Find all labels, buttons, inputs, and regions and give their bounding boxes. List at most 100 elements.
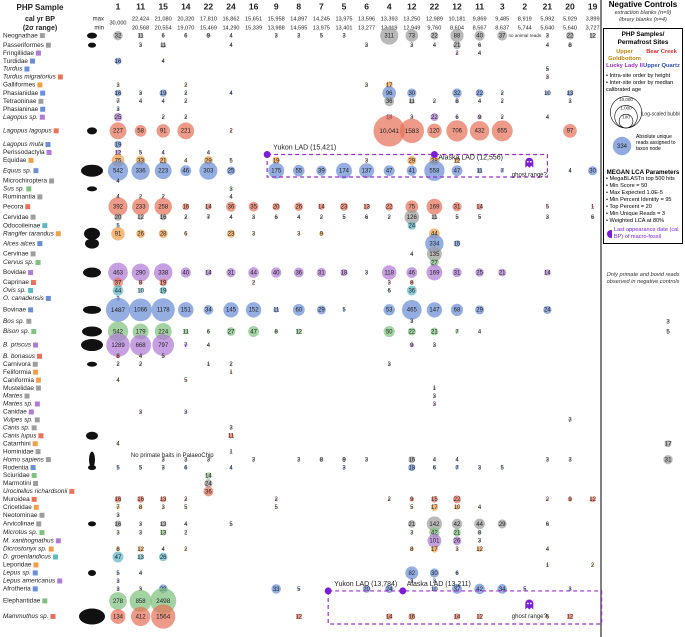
legend-sites: Upper Goldbottom Bear Creek Lucky Lady II U… bbox=[606, 49, 680, 71]
silhouette bbox=[86, 431, 98, 440]
bubble bbox=[184, 522, 187, 526]
bubble-label: 2 bbox=[139, 195, 143, 201]
lad-box bbox=[327, 590, 603, 625]
row-swatch bbox=[69, 488, 75, 494]
bubble-label: 542 bbox=[113, 169, 124, 175]
bubble bbox=[184, 34, 188, 38]
bubble bbox=[567, 497, 573, 502]
bubble bbox=[162, 59, 165, 63]
bubble bbox=[184, 531, 187, 534]
bubble bbox=[114, 495, 122, 503]
bubble bbox=[365, 159, 368, 162]
bubble-label: 1583 bbox=[405, 128, 420, 135]
controls-line: library blanks (n=4) bbox=[619, 16, 667, 23]
bubble-label: 40 bbox=[476, 33, 483, 39]
age-min: 20,554 bbox=[155, 25, 172, 31]
bubble bbox=[406, 285, 417, 296]
age-min: 5,640 bbox=[563, 25, 577, 31]
bubble-label: 34 bbox=[205, 308, 212, 314]
row-swatch bbox=[49, 178, 55, 184]
ghost-label: ghost range? bbox=[512, 614, 548, 620]
bubble-label: 20 bbox=[273, 205, 280, 211]
bubble bbox=[336, 162, 352, 179]
bubble bbox=[116, 442, 120, 445]
row-label: Turdus migratorius bbox=[3, 74, 57, 81]
row-swatch bbox=[57, 578, 63, 584]
bubble-label: 2 bbox=[275, 497, 279, 503]
bubble-label: 60 bbox=[295, 308, 302, 314]
bubble bbox=[426, 302, 443, 318]
bubble-label: 3 bbox=[162, 505, 166, 511]
legend-bubble-label: 100 bbox=[622, 114, 630, 119]
bubble-label: 35 bbox=[250, 205, 257, 211]
bubble-label: 221 bbox=[181, 129, 192, 135]
bubble-label: 412 bbox=[136, 614, 147, 620]
bubble-label: 16 bbox=[160, 215, 167, 221]
bubble-label: 3 bbox=[184, 458, 188, 464]
row-label: Sciuridae bbox=[3, 472, 30, 479]
bubble-label: 3 bbox=[410, 319, 414, 325]
bubble-label: 11 bbox=[431, 215, 438, 221]
bubble-label: 12 bbox=[589, 33, 596, 39]
lad-note: Last appearance date (cal BP) of macro-f… bbox=[613, 227, 679, 241]
silhouette bbox=[84, 227, 100, 240]
bubble bbox=[137, 214, 144, 220]
sample-number: 21 bbox=[543, 1, 553, 11]
bubble bbox=[229, 466, 233, 469]
bubble-label: 18 bbox=[408, 465, 415, 471]
bubble-label: 25 bbox=[228, 169, 235, 175]
row-swatch bbox=[45, 142, 51, 148]
bubble bbox=[383, 165, 395, 177]
bubble-label: 3 bbox=[365, 83, 369, 89]
bubble-label: 7 bbox=[207, 215, 211, 221]
row-swatch bbox=[24, 393, 30, 399]
age-max: 8,919 bbox=[518, 16, 532, 22]
bubble bbox=[162, 458, 165, 461]
bubble bbox=[446, 120, 468, 142]
bubble-label: 4 bbox=[229, 91, 233, 97]
row-swatch bbox=[28, 307, 34, 313]
lad-dot bbox=[399, 587, 407, 595]
bubble-label: 6 bbox=[365, 215, 369, 221]
bubble-label: 179 bbox=[136, 329, 147, 335]
bubble-label: 11 bbox=[273, 308, 280, 314]
bubble-label: 4 bbox=[184, 522, 188, 528]
bubble-label: 1289 bbox=[111, 343, 125, 349]
param: • Max Expected 1.0E-5 bbox=[606, 190, 663, 197]
bubble-label: 41 bbox=[408, 169, 415, 175]
bubble-label: 5 bbox=[320, 33, 324, 39]
bubble bbox=[478, 100, 481, 103]
bubble-label: 3 bbox=[116, 530, 120, 536]
row-label: B. bonasus bbox=[3, 353, 36, 360]
bubble bbox=[160, 529, 167, 536]
row-label: Alces alces bbox=[2, 240, 36, 247]
bubble-label: 4 bbox=[162, 59, 166, 65]
bubble-label: 9 bbox=[207, 33, 211, 39]
row-label: Lagopus lagopus bbox=[3, 128, 52, 135]
row-label: Phasianinae bbox=[3, 106, 39, 113]
bubble bbox=[475, 268, 484, 277]
bubble-label: 16 bbox=[137, 497, 144, 503]
silhouette bbox=[88, 42, 96, 48]
bubble-label: 3 bbox=[184, 410, 188, 416]
bubble-label: 2 bbox=[184, 99, 188, 105]
bubble bbox=[139, 100, 142, 103]
bubble-label: 36 bbox=[205, 489, 212, 495]
controls-line: extraction blanks (n=9) bbox=[614, 10, 672, 16]
bubble-label: 26 bbox=[454, 539, 461, 545]
bubble-label: 1 bbox=[207, 362, 211, 368]
bubble bbox=[229, 522, 233, 526]
bubble bbox=[404, 209, 420, 225]
bubble-label: 101 bbox=[429, 539, 440, 545]
bubble bbox=[115, 546, 121, 552]
row-label: Perissodactyla bbox=[3, 149, 45, 156]
row-swatch bbox=[35, 259, 41, 265]
row-swatch bbox=[33, 480, 39, 486]
bubble-label: 655 bbox=[497, 129, 508, 135]
bubble-label: 706 bbox=[452, 129, 463, 135]
bubble bbox=[159, 89, 167, 97]
bubble-label: 88 bbox=[454, 33, 461, 39]
silhouette bbox=[87, 32, 97, 39]
bubble-label: 97 bbox=[567, 129, 574, 135]
